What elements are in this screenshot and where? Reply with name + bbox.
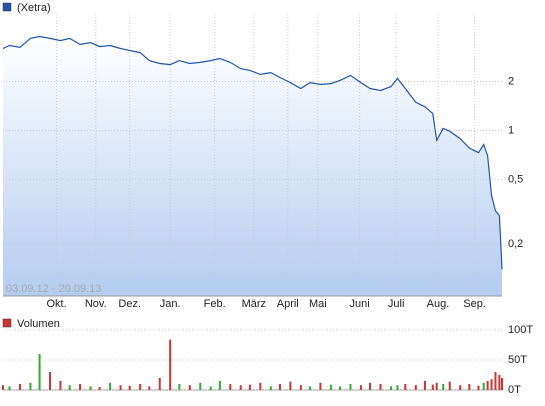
volume-bar: [49, 372, 52, 390]
volume-bar: [269, 386, 272, 390]
volume-bar: [139, 384, 142, 390]
x-tick-label: Okt.: [46, 298, 66, 310]
volume-bar: [79, 384, 82, 390]
volume-bar: [278, 384, 281, 390]
date-range: 03.09.12 - 20.09.13: [6, 283, 101, 295]
y-tick-label: 0T: [508, 384, 521, 396]
volume-bar: [188, 385, 191, 390]
volume-bar: [490, 379, 493, 390]
y-tick-label: 100T: [508, 324, 533, 336]
volume-bar: [477, 385, 480, 390]
volume-bar: [308, 386, 311, 390]
volume-bar: [178, 384, 181, 390]
volume-bar: [349, 384, 352, 390]
volume-bar: [259, 382, 262, 390]
volume-bar: [379, 384, 382, 390]
x-tick-label: Feb.: [204, 298, 226, 310]
volume-bar: [494, 372, 497, 390]
volume-bar: [199, 382, 202, 390]
y-tick-label: 50T: [508, 354, 527, 366]
volume-bar: [299, 385, 302, 390]
volume-bar: [248, 384, 251, 390]
x-tick-label: Juli: [388, 298, 405, 310]
volume-bar: [119, 385, 122, 390]
volume-bar: [459, 385, 462, 390]
volume-bar: [431, 384, 434, 390]
legend-label: Volumen: [17, 318, 60, 330]
volume-bar: [404, 384, 407, 390]
y-tick-label: 0,5: [508, 173, 523, 185]
volume-bar: [18, 384, 21, 390]
volume-bar: [98, 387, 101, 390]
volume-bar: [339, 386, 342, 390]
volume-bar: [158, 378, 161, 390]
volume-bar: [38, 354, 41, 390]
volume-bar: [239, 385, 242, 390]
volume-bar: [2, 385, 4, 390]
x-tick-label: Dez.: [118, 298, 141, 310]
volume-bar: [289, 381, 292, 390]
volume-bar: [423, 381, 426, 390]
volume-bar: [59, 381, 62, 390]
volume-bar: [68, 385, 71, 390]
x-tick-label: April: [277, 298, 299, 310]
volume-bar: [29, 382, 32, 390]
volume-bar: [148, 386, 151, 390]
x-tick-label: Sep.: [463, 298, 486, 310]
x-tick-label: Jan.: [160, 298, 181, 310]
volume-bar: [369, 382, 372, 390]
x-tick-label: Mai: [309, 298, 327, 310]
volume-bar: [329, 384, 332, 390]
y-tick-label: 0,2: [508, 238, 523, 250]
volume-bar: [501, 378, 503, 390]
area: [3, 36, 502, 296]
x-tick-label: Nov.: [85, 298, 107, 310]
x-tick-label: März: [242, 298, 266, 310]
volume-bar: [396, 385, 399, 390]
legend-swatch: [2, 2, 12, 12]
volume-bar: [319, 382, 322, 390]
volume-bar: [448, 381, 451, 390]
volume-bar: [109, 382, 112, 390]
volume-bar: [229, 384, 232, 390]
volume-bar: [218, 381, 221, 390]
volume-bar: [359, 385, 362, 390]
volume-bar: [209, 386, 212, 390]
price-line: [2, 35, 503, 270]
volume-bar: [435, 382, 438, 390]
volume-bar: [442, 384, 445, 390]
y-tick-label: 2: [508, 75, 514, 87]
volume-bar: [498, 375, 501, 390]
volume-bar: [486, 381, 489, 390]
volume-bar: [8, 386, 11, 390]
volume-bar: [169, 339, 172, 390]
volume-bar: [389, 386, 392, 390]
volume-bar: [89, 386, 92, 390]
volume-bar: [482, 382, 485, 390]
legend-swatch: [2, 318, 12, 328]
y-tick-label: 1: [508, 124, 514, 136]
volume-bar: [414, 385, 417, 390]
x-tick-label: Juni: [350, 298, 370, 310]
legend-label: (Xetra): [17, 2, 51, 14]
x-tick-label: Aug.: [427, 298, 450, 310]
volume-bar: [468, 384, 471, 390]
volume-bar: [128, 385, 131, 390]
